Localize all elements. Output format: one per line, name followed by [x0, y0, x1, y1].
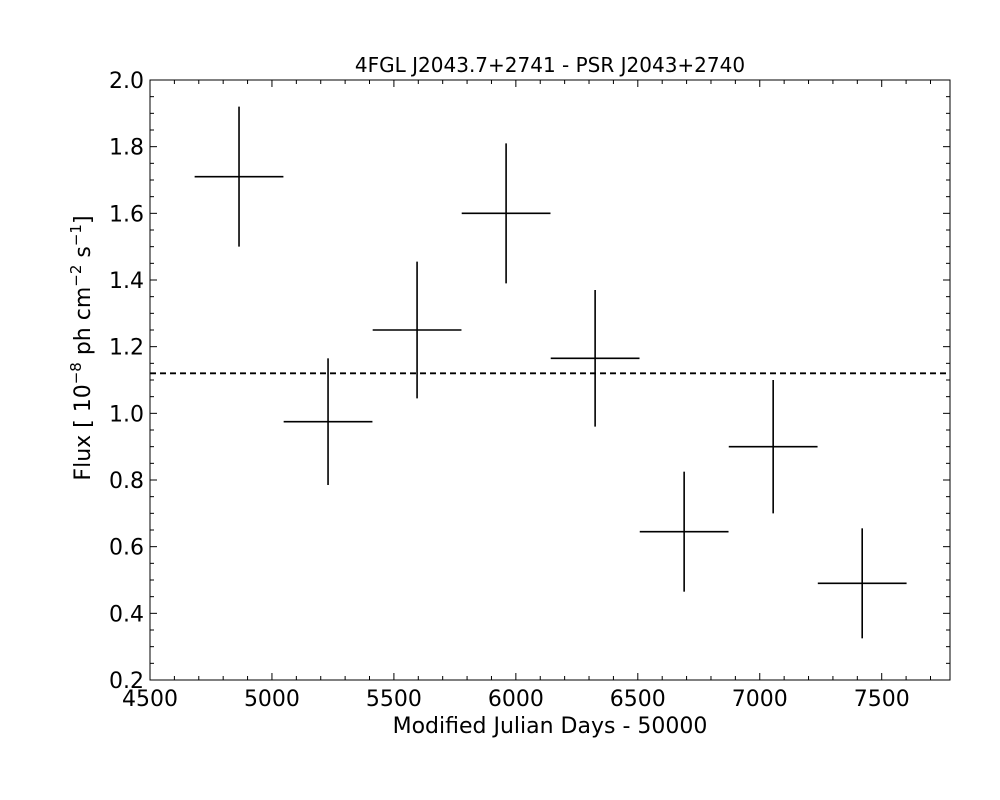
- y-tick-label: 2.0: [109, 69, 144, 94]
- y-tick-label: 1.2: [109, 336, 144, 361]
- y-tick-label: 0.4: [109, 602, 144, 627]
- y-axis-label: Flux [ 10−8 ph cm−2 s−1]: [67, 215, 96, 480]
- x-tick-label: 5500: [366, 687, 422, 712]
- data-point: [461, 143, 551, 284]
- data-point: [283, 358, 373, 485]
- data-point: [817, 528, 907, 639]
- y-axis-label-prefix: Flux [ 10: [71, 384, 96, 480]
- data-point: [639, 471, 729, 592]
- y-tick-label: 1.4: [109, 269, 144, 294]
- plot-frame: [149, 79, 951, 681]
- x-tick-label: 7000: [732, 687, 788, 712]
- y-axis-label-mid2: s: [71, 246, 96, 264]
- data-point: [728, 380, 818, 514]
- y-tick-label: 1.6: [109, 202, 144, 227]
- x-tick-label: 7500: [854, 687, 910, 712]
- x-tick-label: 6500: [610, 687, 666, 712]
- y-tick-label: 1.0: [109, 402, 144, 427]
- y-axis-label-exp2: −2: [67, 265, 85, 287]
- y-axis-label-exp1: −8: [67, 362, 85, 384]
- data-point: [372, 261, 462, 399]
- y-axis-label-mid: ph cm: [71, 287, 96, 362]
- x-axis-label: Modified Julian Days - 50000: [393, 714, 708, 739]
- x-tick-label: 5000: [244, 687, 300, 712]
- data-point: [550, 290, 640, 427]
- y-tick-label: 1.8: [109, 136, 144, 161]
- x-tick-label: 6000: [488, 687, 544, 712]
- chart-title: 4FGL J2043.7+2741 - PSR J2043+2740: [355, 53, 745, 77]
- y-tick-label: 0.2: [109, 669, 144, 694]
- y-tick-label: 0.6: [109, 536, 144, 561]
- x-tick-label: 4500: [122, 687, 178, 712]
- y-axis-label-suffix: ]: [71, 215, 96, 224]
- y-axis-label-exp3: −1: [67, 224, 85, 246]
- y-tick-label: 0.8: [109, 469, 144, 494]
- data-point: [194, 106, 284, 247]
